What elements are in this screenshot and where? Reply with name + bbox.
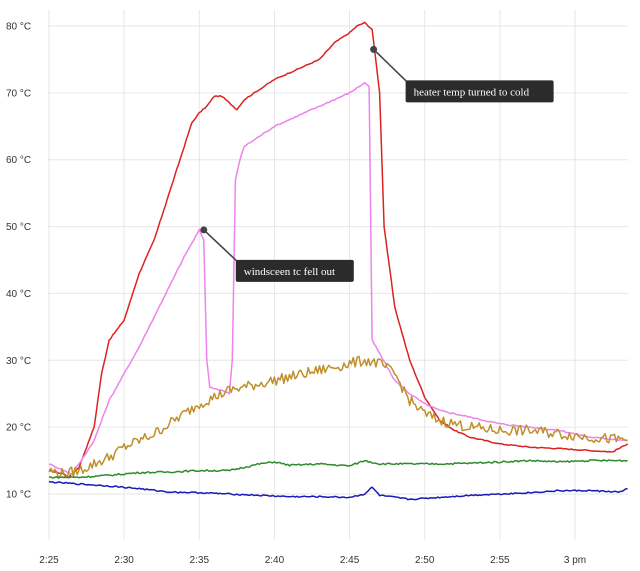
y-tick-label: 70 °C [6,88,31,99]
y-axis: 10 °C 20 °C 30 °C 40 °C 50 °C 60 °C 70 °C 80 °C [6,22,31,501]
x-axis: 2:25 2:30 2:35 2:40 2:45 2:50 2:55 3 pm [39,555,586,566]
x-tick-label: 3 pm [564,555,586,566]
y-tick-label: 10 °C [6,490,31,501]
y-tick-label: 50 °C [6,222,31,233]
y-tick-label: 20 °C [6,423,31,434]
series-line-1 [48,21,629,479]
x-tick-label: 2:50 [415,555,435,566]
annotation-box [235,259,354,282]
series-line-2 [48,81,628,476]
series-line-4 [48,459,628,479]
x-tick-label: 2:45 [340,555,360,566]
series-line-5 [48,480,628,501]
annotation-leader [373,48,409,83]
annotation-box [405,80,554,103]
x-tick-label: 2:55 [490,555,510,566]
x-tick-label: 2:30 [114,555,134,566]
x-tick-label: 2:35 [190,555,210,566]
annotation-point [370,45,378,53]
y-tick-label: 40 °C [6,289,31,300]
annotation-label: heater temp turned to cold [414,86,530,98]
y-tick-label: 60 °C [6,155,31,166]
annotation-leader [203,229,239,263]
series-line-3 [48,355,628,479]
x-tick-label: 2:25 [39,555,59,566]
y-tick-label: 80 °C [6,22,31,33]
y-tick-label: 30 °C [6,356,31,367]
x-tick-label: 2:40 [265,555,285,566]
annotation-point [200,226,208,234]
annotation-label: windsceen tc fell out [244,266,335,278]
series-lines [48,21,629,501]
annotations: windsceen tc fell out heater temp turned … [200,45,554,282]
